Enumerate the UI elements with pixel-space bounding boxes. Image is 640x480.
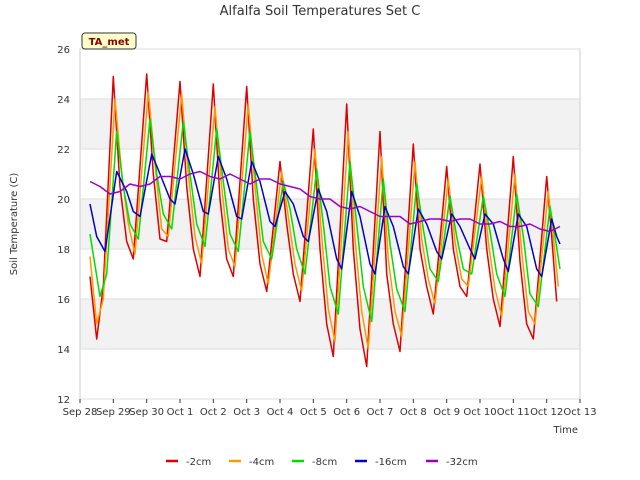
x-tick-label: Oct 8 <box>400 407 427 418</box>
y-tick-label: 16 <box>57 295 70 306</box>
y-axis-ticks: 12 14 16 18 20 22 24 26 <box>57 45 70 406</box>
x-tick-label: Oct 3 <box>233 407 260 418</box>
y-tick-label: 24 <box>57 95 70 106</box>
series-line-minus-2cm <box>89 73 558 368</box>
y-axis-title: Soil Temperature (C) <box>9 173 20 276</box>
x-tick-label: Oct 6 <box>333 407 360 418</box>
x-tick-label: Sep 28 <box>63 407 98 418</box>
legend-label: -16cm <box>375 457 407 468</box>
legend-label: -4cm <box>249 457 274 468</box>
legend-label: -2cm <box>186 457 211 468</box>
series-line-minus-32cm <box>89 170 561 233</box>
x-tick-label: Sep 30 <box>129 407 164 418</box>
legend-item: -4cm <box>229 457 274 468</box>
site-badge-label: TA_met <box>89 37 130 48</box>
x-tick-label: Sep 29 <box>96 407 131 418</box>
x-tick-label: Oct 4 <box>267 407 294 418</box>
legend-item: -8cm <box>292 457 337 468</box>
legend-item: -16cm <box>355 457 407 468</box>
x-tick-label: Oct 2 <box>200 407 227 418</box>
legend: -2cm -4cm -8cm -16cm -32cm <box>166 457 478 468</box>
legend-item: -32cm <box>426 457 478 468</box>
y-tick-label: 18 <box>57 245 70 256</box>
x-tick-label: Oct 7 <box>367 407 394 418</box>
x-tick-label: Oct 9 <box>433 407 460 418</box>
data-series <box>89 73 561 368</box>
legend-label: -32cm <box>446 457 478 468</box>
y-tick-label: 12 <box>57 395 70 406</box>
chart-title: Alfalfa Soil Temperatures Set C <box>220 4 421 19</box>
y-tick-label: 20 <box>57 195 70 206</box>
legend-label: -8cm <box>312 457 337 468</box>
y-tick-label: 26 <box>57 45 70 56</box>
x-tick-label: Oct 10 <box>463 407 496 418</box>
x-axis-title: Time <box>553 425 578 436</box>
legend-item: -2cm <box>166 457 211 468</box>
x-tick-label: Oct 11 <box>497 407 530 418</box>
x-tick-label: Oct 12 <box>530 407 563 418</box>
plot-band <box>80 99 580 149</box>
y-tick-label: 22 <box>57 145 70 156</box>
y-tick-label: 14 <box>57 345 70 356</box>
series-line-minus-8cm <box>89 118 561 323</box>
series-line-minus-16cm <box>89 148 561 278</box>
x-tick-label: Oct 1 <box>167 407 194 418</box>
site-badge: TA_met <box>81 32 137 50</box>
x-tick-label: Oct 13 <box>563 407 596 418</box>
x-tick-label: Oct 5 <box>300 407 327 418</box>
